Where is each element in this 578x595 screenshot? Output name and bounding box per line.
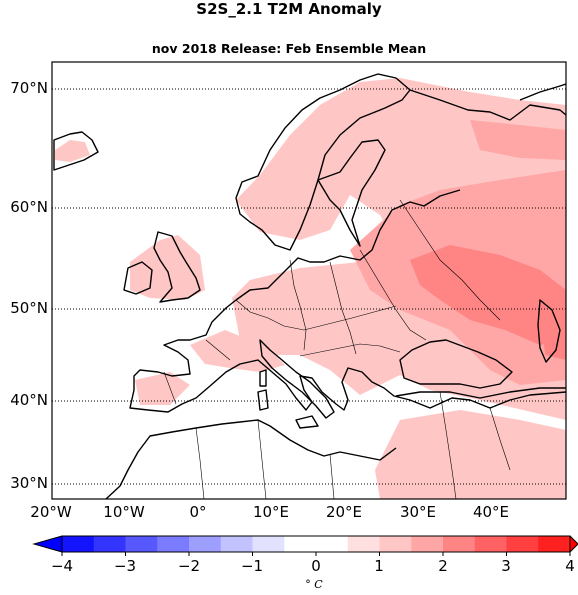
lat-label-70n: 70°N <box>10 79 48 97</box>
anomaly-region-iceland <box>55 140 90 162</box>
colorbar-max-arrow <box>570 536 578 552</box>
colorbar-segment <box>220 536 253 552</box>
coast-iceland <box>53 131 99 171</box>
coast-novaya-zemlya <box>519 83 566 101</box>
country-borders <box>163 199 511 499</box>
colorbar-segment <box>347 536 380 552</box>
coast-sweden-finland <box>317 139 386 247</box>
anomaly-region-caspian <box>470 120 566 160</box>
colorbar-segment <box>506 536 539 552</box>
colorbar-units: ° C <box>305 578 323 591</box>
chart-subtitle: nov 2018 Release: Feb Ensemble Mean <box>151 41 427 56</box>
lat-label-50n: 50°N <box>10 299 48 317</box>
colorbar-tick-label: −1 <box>240 557 264 575</box>
colorbar-tick-label: 4 <box>565 557 575 575</box>
lon-label-0: 0° <box>189 503 207 521</box>
coast-corsica <box>259 369 267 387</box>
anomaly-region-north-africa-east <box>375 410 566 499</box>
anomaly-region-north-africa-west <box>135 372 190 405</box>
colorbar-tick-label: −3 <box>113 557 137 575</box>
coast-sardinia <box>257 389 269 411</box>
lon-label-30e: 30°E <box>399 503 437 521</box>
lon-label-20w: 20°W <box>30 503 72 521</box>
colorbar-segment <box>125 536 158 552</box>
colorbar-segment <box>252 536 285 552</box>
anomaly-region-iberia-north <box>190 330 285 372</box>
coast-north-africa <box>105 419 397 499</box>
coast-italy <box>259 339 335 419</box>
coast-anatolia <box>395 387 566 399</box>
chart-title: S2S_2.1 T2M Anomaly <box>196 0 382 18</box>
map-frame <box>51 61 567 500</box>
anomaly-field <box>55 78 566 499</box>
lon-label-40e: 40°E <box>472 503 510 521</box>
lat-label-60n: 60°N <box>10 198 48 216</box>
colorbar-segment <box>411 536 444 552</box>
coast-great-britain <box>153 231 201 303</box>
coast-caspian <box>537 299 561 363</box>
colorbar-tick-label: −2 <box>177 557 201 575</box>
colorbar-tick-label: 1 <box>374 557 384 575</box>
colorbar-tick-label: −4 <box>50 557 74 575</box>
colorbar-segment <box>379 536 412 552</box>
colorbar-tick-label: 0 <box>311 557 321 575</box>
colorbar-segment <box>316 536 349 552</box>
coast-kola-white-sea <box>409 89 566 121</box>
anomaly-region-british-isles <box>130 235 205 300</box>
lon-label-10e: 10°E <box>252 503 290 521</box>
lon-label-20e: 20°E <box>325 503 363 521</box>
anomaly-region-russia-core <box>410 245 566 345</box>
colorbar-tick-label: 3 <box>501 557 511 575</box>
colorbar-segment <box>93 536 126 552</box>
colorbar-min-arrow <box>34 536 62 552</box>
colorbar-frame <box>61 535 571 553</box>
coast-ireland <box>123 261 153 295</box>
colorbar-tick-label: 2 <box>438 557 448 575</box>
colorbar-segment <box>62 536 95 552</box>
lat-label-40n: 40°N <box>10 391 48 409</box>
coast-continent-west <box>129 299 566 413</box>
lat-label-30n: 30°N <box>10 474 48 492</box>
coast-sicily <box>295 415 319 429</box>
colorbar-segment <box>189 536 222 552</box>
anomaly-region-russia-east <box>540 295 566 360</box>
colorbar-segments <box>61 536 571 556</box>
lon-label-10w: 10°W <box>103 503 145 521</box>
coast-north-sea <box>235 189 461 301</box>
colorbar-segment <box>443 536 476 552</box>
colorbar <box>32 535 578 556</box>
colorbar-segment <box>538 536 571 552</box>
coast-black-sea <box>399 339 513 389</box>
colorbar-segment <box>157 536 190 552</box>
colorbar-segment <box>474 536 507 552</box>
coast-scandinavia <box>235 73 411 251</box>
colorbar-segment <box>284 536 317 552</box>
coastlines <box>53 73 566 499</box>
